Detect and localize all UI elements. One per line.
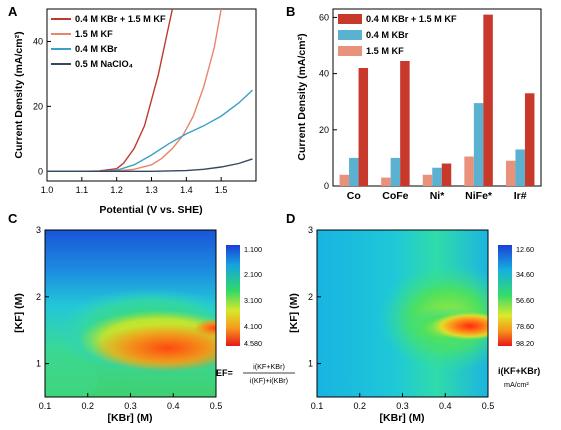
x-tick-label-0-2: 0.2 bbox=[353, 401, 366, 411]
legend-label-0-4-m-kbr: 0.4 M KBr bbox=[75, 44, 118, 54]
panel-a-letter: A bbox=[8, 4, 18, 19]
colorbar-tick-label-56-60: 56.60 bbox=[516, 296, 534, 305]
x-tick-label-0-2: 0.2 bbox=[81, 401, 94, 411]
bar-co-0-4-m-kbr-1-5-m-kf bbox=[358, 68, 369, 186]
legend-label-0-4-m-kbr-1-5-m-kf: 0.4 M KBr + 1.5 M KF bbox=[366, 14, 457, 24]
y-tick-label-2: 2 bbox=[308, 292, 313, 302]
bar-ni-1-5-m-kf bbox=[422, 174, 433, 186]
y-tick-label-60: 60 bbox=[319, 12, 329, 22]
bar-co-0-4-m-kbr bbox=[349, 157, 359, 186]
bar-nife-1-5-m-kf bbox=[464, 156, 474, 186]
legend-label-0-4-m-kbr: 0.4 M KBr bbox=[366, 30, 409, 40]
colorbar-tick-label-4-580: 4.580 bbox=[244, 339, 262, 348]
panel-a-y-axis-label: Current Density (mA/cm²) bbox=[13, 31, 25, 158]
panel-d-colorbar-title: i(KF+KBr) bbox=[498, 366, 540, 376]
panel-c-heatmap-surface bbox=[45, 230, 216, 397]
panel-c-letter: C bbox=[8, 211, 18, 226]
y-tick-label-0: 0 bbox=[38, 166, 43, 176]
colorbar-tick-label-3-100: 3.100 bbox=[244, 296, 262, 305]
bar-ir-1-5-m-kf bbox=[505, 160, 516, 186]
bar-nife-0-4-m-kbr-1-5-m-kf bbox=[483, 14, 493, 186]
legend-swatch-1-5-m-kf bbox=[338, 46, 362, 56]
x-tick-label-0-3: 0.3 bbox=[124, 401, 137, 411]
x-tick-label-0-1: 0.1 bbox=[39, 401, 52, 411]
colorbar-tick-label-78-60: 78.60 bbox=[516, 322, 534, 331]
x-category-label-nife: NiFe* bbox=[465, 190, 493, 202]
x-tick-label-1-2: 1.2 bbox=[110, 185, 123, 195]
panel-c-ef-formula: EF= i(KF+KBr) i(KF)+i(KBr) bbox=[216, 362, 295, 385]
legend-label-1-5-m-kf: 1.5 M KF bbox=[75, 29, 113, 39]
colorbar-tick-label-2-100: 2.100 bbox=[244, 270, 262, 279]
ef-numerator: i(KF+KBr) bbox=[253, 362, 285, 371]
legend-label-0-5-m-naclo: 0.5 M NaClO₄ bbox=[75, 59, 133, 69]
y-tick-label-20: 20 bbox=[33, 101, 43, 111]
x-tick-label-1-1: 1.1 bbox=[76, 185, 89, 195]
panel-d-heatmap-surface bbox=[317, 230, 488, 397]
x-category-label-ir: Ir# bbox=[514, 190, 527, 202]
y-tick-label-3: 3 bbox=[36, 225, 41, 235]
panel-d-letter: D bbox=[286, 211, 295, 226]
y-tick-label-0: 0 bbox=[324, 181, 329, 191]
x-tick-label-1-5: 1.5 bbox=[215, 185, 228, 195]
ef-denominator: i(KF)+i(KBr) bbox=[250, 376, 288, 385]
x-tick-label-0-5: 0.5 bbox=[482, 401, 495, 411]
panel-d-x-axis-label: [KBr] (M) bbox=[380, 412, 425, 424]
series-line-0-5-m-naclo bbox=[47, 158, 253, 173]
panel-d-colorbar-unit: mA/cm² bbox=[504, 380, 529, 389]
colorbar-tick-label-34-60: 34.60 bbox=[516, 270, 534, 279]
x-tick-label-0-4: 0.4 bbox=[439, 401, 452, 411]
y-tick-label-3: 3 bbox=[308, 225, 313, 235]
colorbar-tick-label-1-100: 1.100 bbox=[244, 245, 262, 254]
x-tick-label-0-4: 0.4 bbox=[167, 401, 180, 411]
x-tick-label-1-0: 1.0 bbox=[41, 185, 54, 195]
panel-b-letter: B bbox=[286, 4, 295, 19]
bar-co-1-5-m-kf bbox=[339, 174, 350, 186]
bar-cofe-0-4-m-kbr bbox=[390, 157, 401, 186]
y-tick-label-1: 1 bbox=[308, 359, 313, 369]
colorbar-tick-label-98-20: 98.20 bbox=[516, 339, 534, 348]
bar-ni-0-4-m-kbr bbox=[432, 167, 442, 186]
bar-ir-0-4-m-kbr-1-5-m-kf bbox=[524, 93, 535, 186]
panel-c-y-axis-label: [KF] (M) bbox=[13, 293, 25, 333]
bar-ni-0-4-m-kbr-1-5-m-kf bbox=[441, 163, 452, 186]
x-category-label-cofe: CoFe bbox=[382, 190, 408, 202]
y-tick-label-1: 1 bbox=[36, 359, 41, 369]
x-tick-label-1-4: 1.4 bbox=[180, 185, 193, 195]
x-category-label-co: Co bbox=[347, 190, 361, 202]
colorbar-tick-label-12-60: 12.60 bbox=[516, 245, 534, 254]
legend-label-0-4-m-kbr-1-5-m-kf: 0.4 M KBr + 1.5 M KF bbox=[75, 14, 166, 24]
bar-cofe-0-4-m-kbr-1-5-m-kf bbox=[400, 60, 410, 186]
legend-swatch-0-4-m-kbr bbox=[338, 30, 362, 40]
y-tick-label-40: 40 bbox=[33, 36, 43, 46]
bar-ir-0-4-m-kbr bbox=[515, 149, 525, 186]
legend-swatch-0-4-m-kbr-1-5-m-kf bbox=[338, 14, 362, 24]
legend-label-1-5-m-kf: 1.5 M KF bbox=[366, 46, 404, 56]
y-tick-label-20: 20 bbox=[319, 125, 329, 135]
x-tick-label-1-3: 1.3 bbox=[145, 185, 158, 195]
colorbar-tick-label-4-100: 4.100 bbox=[244, 322, 262, 331]
y-tick-label-2: 2 bbox=[36, 292, 41, 302]
x-tick-label-0-5: 0.5 bbox=[210, 401, 223, 411]
x-tick-label-0-3: 0.3 bbox=[396, 401, 409, 411]
panel-d-colorbar bbox=[498, 245, 512, 346]
ef-label: EF= bbox=[216, 368, 233, 378]
x-tick-label-0-1: 0.1 bbox=[311, 401, 324, 411]
panel-d-y-axis-label: [KF] (M) bbox=[288, 293, 300, 333]
bar-cofe-1-5-m-kf bbox=[381, 177, 391, 186]
y-tick-label-40: 40 bbox=[319, 69, 329, 79]
panel-b-bar-chart: B 0 20 40 60 Co CoFe Ni* NiFe* Ir# 0.4 M KBr + 1… bbox=[286, 4, 542, 202]
panel-c-x-axis-label: [KBr] (M) bbox=[108, 412, 153, 424]
panel-a-line-chart: A 1.0 1.1 1.2 1.3 1.4 1.5 0 20 40 0.4 M KBr + 1.… bbox=[8, 4, 257, 216]
panel-a-x-axis-label: Potential (V vs. SHE) bbox=[99, 204, 202, 216]
bar-nife-0-4-m-kbr bbox=[473, 103, 484, 186]
x-category-label-ni: Ni* bbox=[430, 190, 446, 202]
panel-c-colorbar bbox=[226, 245, 240, 346]
series-line-0-4-m-kbr bbox=[47, 89, 253, 173]
panel-b-y-axis-label: Current Density (mA/cm²) bbox=[296, 33, 308, 160]
